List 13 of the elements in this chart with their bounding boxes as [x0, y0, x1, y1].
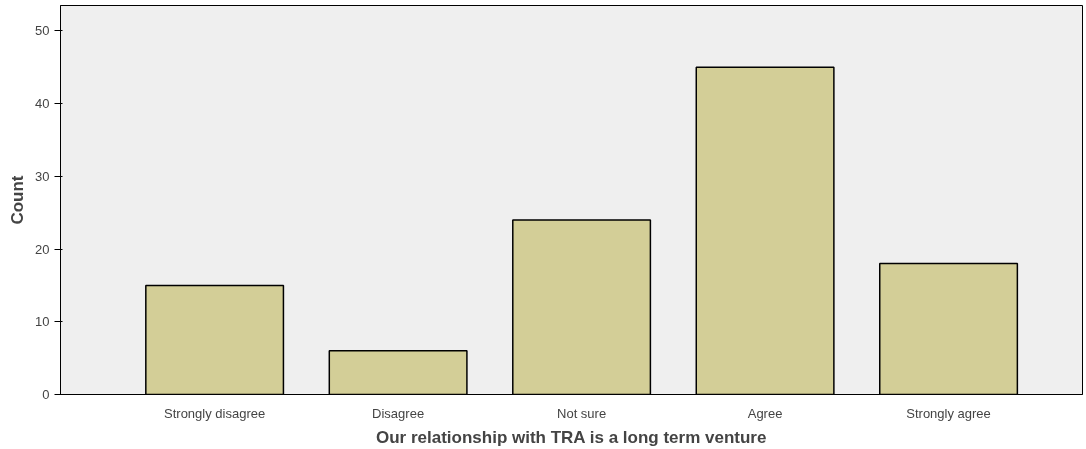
y-tick-label: 20 [35, 241, 50, 257]
y-tick-label: 30 [35, 168, 50, 184]
x-tick-label: Not sure [557, 405, 607, 421]
y-tick-label: 10 [35, 314, 50, 330]
x-tick-label: Disagree [372, 405, 425, 421]
x-tick-label: Strongly agree [906, 405, 991, 421]
x-axis-title: Our relationship with TRA is a long term venture [375, 427, 767, 447]
y-tick-label: 40 [35, 96, 50, 112]
y-tick-label: 0 [42, 387, 50, 402]
x-tick-label: Agree [747, 405, 783, 421]
x-tick-label: Strongly disagree [164, 405, 266, 421]
y-tick-label: 50 [35, 23, 50, 39]
y-axis-title: Count [8, 175, 28, 225]
